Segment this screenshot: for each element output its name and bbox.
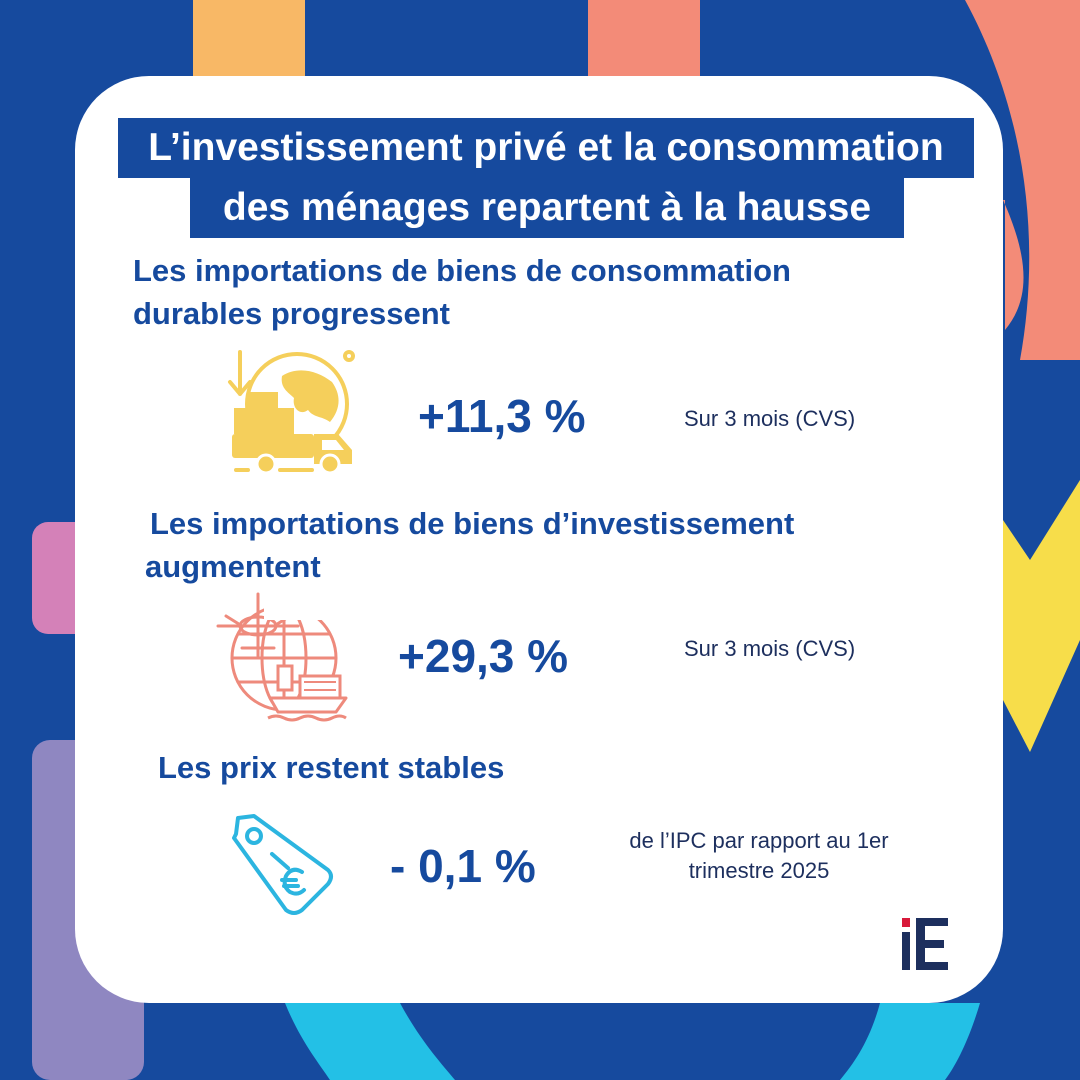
salmon-arc-decoration xyxy=(965,0,1080,360)
section-1-heading-line-1: Les importations de biens de consommatio… xyxy=(133,253,791,288)
section-2-note: Sur 3 mois (CVS) xyxy=(684,636,856,661)
title-line-1: L’investissement privé et la consommatio… xyxy=(118,118,974,178)
section-1-note: Sur 3 mois (CVS) xyxy=(684,406,856,431)
section-2-heading-line-1: Les importations de biens d’investisseme… xyxy=(150,506,795,541)
ie-logo xyxy=(902,918,948,970)
section-1-value: +11,3 % xyxy=(418,390,586,442)
delivery-truck-globe-icon xyxy=(228,350,355,475)
section-3-value: - 0,1 % xyxy=(390,840,536,892)
section-3-heading: Les prix restent stables xyxy=(158,750,505,785)
section-3-note-line-2: trimestre 2025 xyxy=(688,858,830,883)
euro-price-tag-icon xyxy=(232,814,333,915)
section-2-value: +29,3 % xyxy=(398,630,569,682)
yellow-chevron-decoration xyxy=(1003,480,1080,752)
section-3-note-line-1: de l’IPC par rapport au 1er xyxy=(629,828,889,853)
orange-bar-decoration xyxy=(193,0,305,80)
section-2-heading-line-2: augmentent xyxy=(145,549,321,584)
salmon-bar-decoration xyxy=(588,0,700,80)
airplane-ship-globe-icon xyxy=(216,592,348,722)
title-line-2: des ménages repartent à la hausse xyxy=(190,178,904,238)
section-1-heading-line-2: durables progressent xyxy=(133,296,450,331)
